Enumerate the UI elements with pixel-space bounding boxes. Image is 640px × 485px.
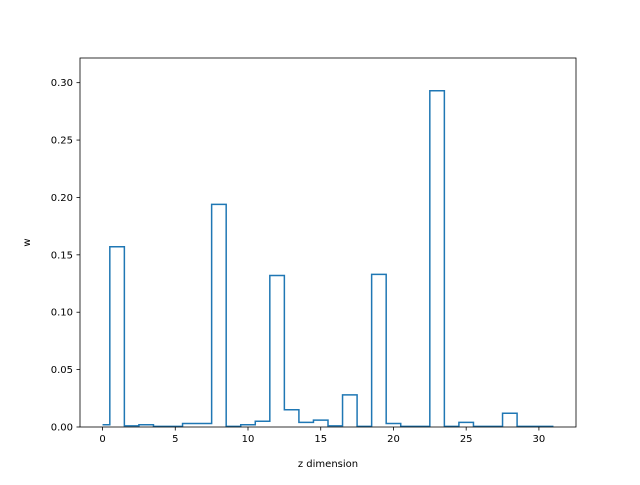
y-tick-label: 0.00 bbox=[51, 423, 73, 434]
y-tick-label: 0.10 bbox=[51, 308, 73, 319]
plot-layer bbox=[102, 89, 554, 428]
x-tick-label: 5 bbox=[172, 434, 178, 445]
x-tick-label: 25 bbox=[460, 434, 473, 445]
x-tick-label: 20 bbox=[387, 434, 400, 445]
x-tick-label: 0 bbox=[99, 434, 105, 445]
x-tick-label: 15 bbox=[314, 434, 327, 445]
axes-frame bbox=[79, 57, 577, 428]
x-tick-label: 10 bbox=[242, 434, 255, 445]
x-tick-label: 30 bbox=[533, 434, 546, 445]
y-tick-label: 0.15 bbox=[51, 250, 73, 261]
y-tick-label: 0.20 bbox=[51, 193, 73, 204]
x-axis-label: z dimension bbox=[298, 459, 358, 470]
y-tick-label: 0.25 bbox=[51, 136, 73, 147]
y-axis-label: w bbox=[22, 238, 33, 246]
y-tick-label: 0.30 bbox=[51, 78, 73, 89]
x-axis-ticks: 0 5 10 15 20 25 30 bbox=[99, 427, 545, 445]
y-axis-ticks: 0.00 0.05 0.10 0.15 0.20 0.25 0.30 bbox=[51, 78, 80, 434]
y-tick-label: 0.05 bbox=[51, 365, 73, 376]
series-step-line bbox=[102, 89, 554, 428]
